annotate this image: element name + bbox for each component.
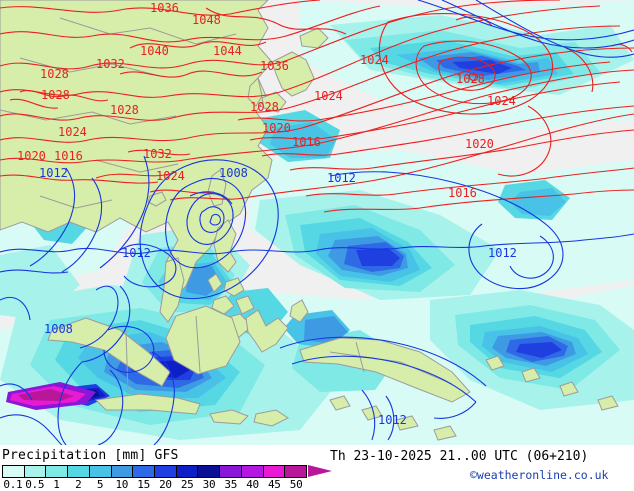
isobar-label-1036-15: 1036 [260,59,289,73]
colorbar-cell-50[interactable] [285,466,307,477]
colorbar-tick-30: 30 [202,478,216,491]
colorbar-cell-0.5[interactable] [24,466,47,477]
isobar-label-1012-21: 1012 [327,171,356,185]
colorbar-cell-20[interactable] [155,466,177,477]
colorbar-tick-45: 45 [267,478,281,491]
isobar-label-1028-16: 1028 [250,100,279,114]
isobar-label-1016-11: 1016 [54,149,83,163]
isobar-label-1044-3: 1044 [213,44,242,58]
isobar-label-1048-1: 1048 [192,13,221,27]
isobar-label-1020-10: 1020 [17,149,46,163]
colorbar-tick-15: 15 [137,478,150,491]
isobar-label-1028-7: 1028 [110,103,139,117]
forecast-timestamp: Th 23-10-2025 21..00 UTC (06+210) [330,449,589,464]
colorbar-cell-30[interactable] [198,466,221,477]
colorbar-tick-2: 2 [75,478,82,491]
colorbar-cell-25[interactable] [176,466,199,477]
isobar-label-1024-8: 1024 [58,125,87,139]
isobar-label-1024-17: 1024 [314,89,343,103]
isobar-label-1020-18: 1020 [262,121,291,135]
isobar-label-1028-6: 1028 [41,88,70,102]
isobar-label-1012-12: 1012 [39,166,68,180]
isobar-label-1012-29: 1012 [378,413,407,427]
isobar-label-1036-0: 1036 [150,1,179,15]
colorbar-cell-35[interactable] [220,466,242,477]
isobar-low-lines [0,0,634,445]
legend-title: Precipitation [mm] GFS [2,448,179,463]
precipitation-colorbar[interactable]: 0.1 0.5 1 2 5 10 15 20 25 30 35 40 45 50 [2,465,332,491]
isobar-label-1040-2: 1040 [140,44,169,58]
copyright-notice: ©weatheronline.co.uk [470,468,609,482]
colorbar-tick-35: 35 [224,478,238,491]
colorbar-cell-0.1[interactable] [3,466,25,477]
isobar-label-1016-19: 1016 [292,135,321,149]
isobar-label-1032-9: 1032 [143,147,172,161]
colorbar-tick-labels: 0.1 0.5 1 2 5 10 15 20 25 30 35 40 45 50 [2,478,332,491]
isobar-label-1012-27: 1012 [488,246,517,260]
colorbar-cell-5[interactable] [89,466,112,477]
colorbar-swatches[interactable] [2,465,307,478]
colorbar-cell-15[interactable] [133,466,156,477]
isobar-label-1016-26: 1016 [448,186,477,200]
colorbar-tick-1: 1 [53,478,60,491]
isobar-label-1020-25: 1020 [465,137,494,151]
colorbar-cell-10[interactable] [111,466,134,477]
colorbar-tick-10: 10 [115,478,129,491]
colorbar-tick-40: 40 [246,478,259,491]
isobar-label-1028-5: 1028 [40,67,69,81]
colorbar-tick-50: 50 [289,478,303,491]
border-lines [0,17,453,395]
colorbar-overflow-arrow [308,465,332,477]
colorbar-cell-2[interactable] [68,466,90,477]
isobar-label-1008-20: 1008 [219,166,248,180]
colorbar-cell-45[interactable] [263,466,286,477]
colorbar-cell-1[interactable] [46,466,69,477]
colorbar-tick-0.1: 0.1 [3,478,23,491]
isobar-label-1024-22: 1024 [360,53,389,67]
isobar-label-1028-24: 1028 [456,72,485,86]
isobar-label-1008-28: 1008 [44,322,73,336]
colorbar-tick-25: 25 [180,478,194,491]
map-footer: Precipitation [mm] GFS Th 23-10-2025 21.… [0,445,634,491]
isobar-label-1012-14: 1012 [122,246,151,260]
precipitation-map[interactable]: 1036 1048 1040 1044 1032 1028 1028 1028 1024 1032… [0,0,634,445]
colorbar-tick-5: 5 [96,478,104,491]
colorbar-tick-20: 20 [159,478,172,491]
isobar-label-1024-13: 1024 [156,169,185,183]
isobar-label-1024-23: 1024 [487,94,516,108]
colorbar-tick-0.5: 0.5 [25,478,45,491]
colorbar-cell-40[interactable] [241,466,264,477]
isobar-label-1032-4: 1032 [96,57,125,71]
